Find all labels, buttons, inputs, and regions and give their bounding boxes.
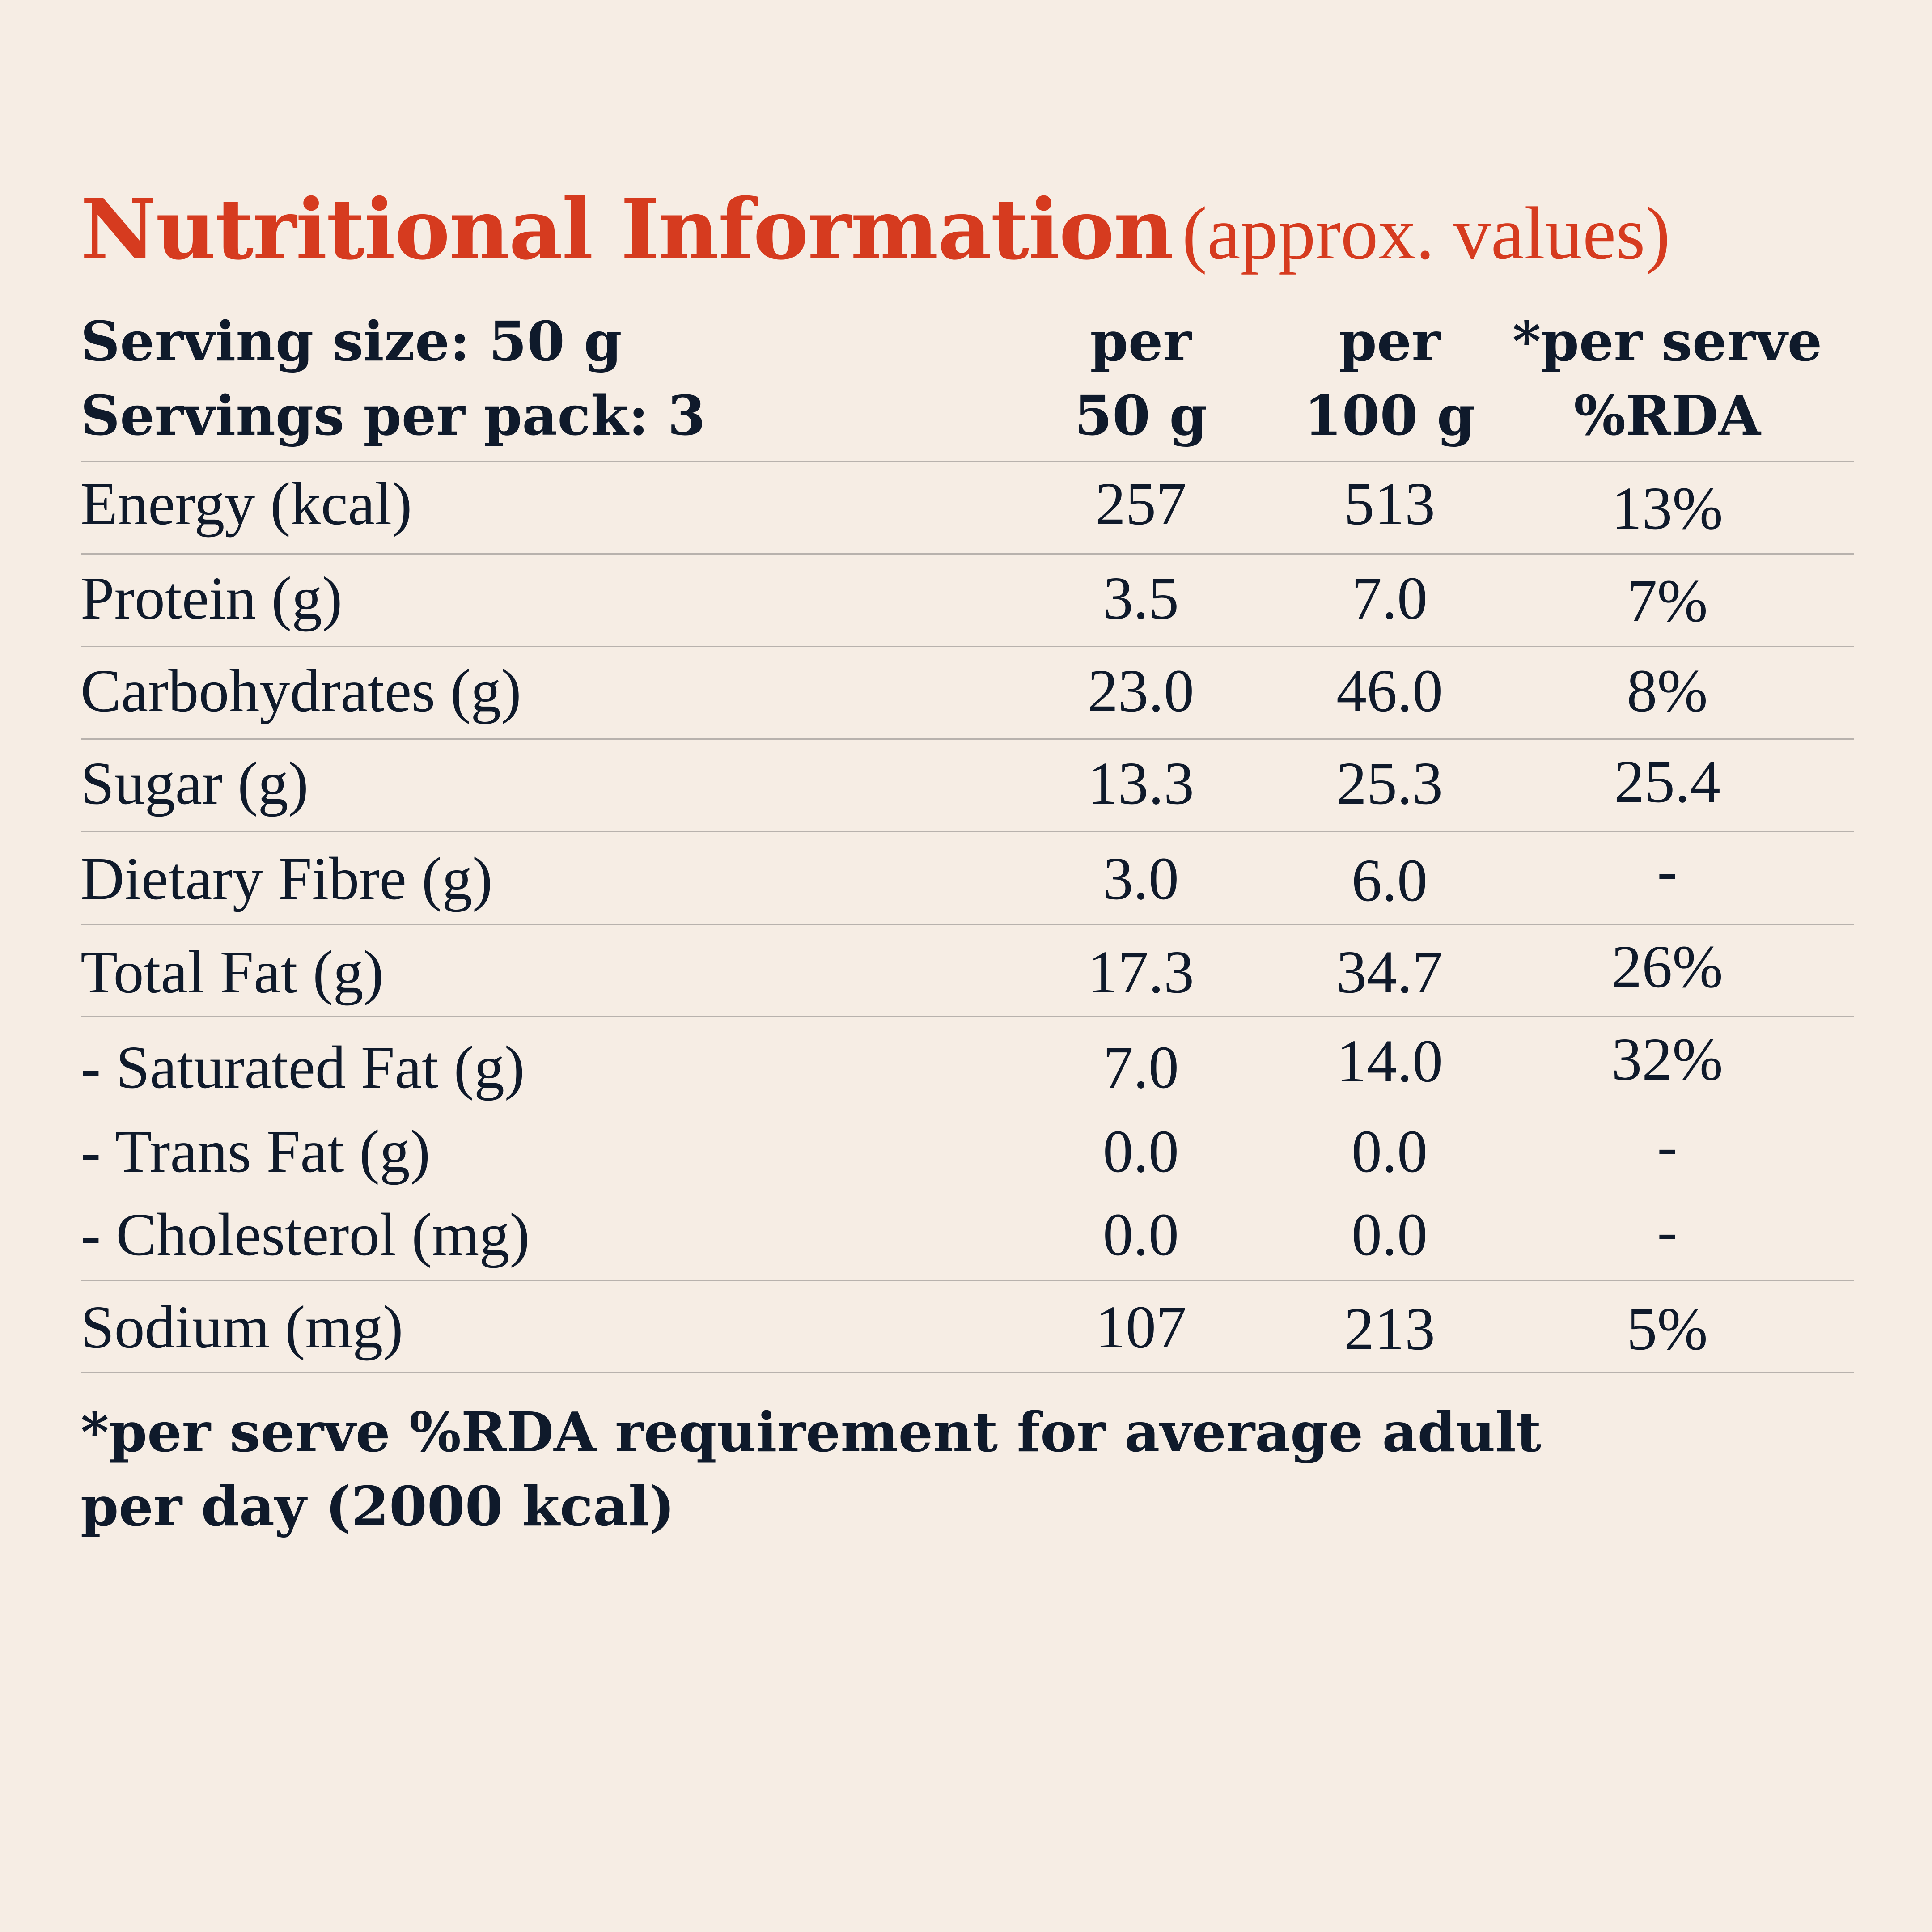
row-sodium: Sodium (mg) 107 213 5%: [80, 1281, 1854, 1373]
value-per-100g: 34.7: [1336, 939, 1443, 1006]
value-rda: 13%: [1611, 475, 1723, 542]
value-per-50g: 3.5: [1103, 565, 1179, 632]
value-per-50g: 7.0: [1103, 1034, 1179, 1101]
serving-info: Serving size: 50 g Servings per pack: 3: [80, 304, 706, 453]
title: Nutritional Information (approx. values): [80, 188, 1854, 291]
row-sugar: Sugar (g) 13.3 25.3 25.4: [80, 740, 1854, 832]
value-per-50g: 3.0: [1103, 845, 1179, 912]
title-main: Nutritional Information: [80, 180, 1174, 278]
nutrient-label: Protein (g): [80, 565, 343, 632]
servings-per-pack: Servings per pack: 3: [80, 383, 706, 448]
serving-size: Serving size: 50 g: [80, 309, 622, 373]
value-per-50g: 17.3: [1088, 939, 1194, 1006]
value-per-100g: 0.0: [1352, 1118, 1428, 1185]
value-per-100g: 0.0: [1352, 1201, 1428, 1268]
nutrient-label: Carbohydrates (g): [80, 657, 521, 724]
value-per-100g: 25.3: [1336, 750, 1443, 817]
value-rda: 26%: [1611, 933, 1723, 1000]
nutrient-label: Total Fat (g): [80, 939, 384, 1006]
value-rda: 25.4: [1614, 748, 1720, 815]
table-header: Serving size: 50 g Servings per pack: 3 …: [80, 291, 1854, 462]
value-rda: 32%: [1611, 1026, 1723, 1093]
nutrient-label-saturated-fat: - Saturated Fat (g): [80, 1034, 525, 1101]
nutrient-label-trans-fat: - Trans Fat (g): [80, 1118, 431, 1185]
row-energy: Energy (kcal) 257 513 13%: [80, 462, 1854, 555]
column-header-per-100g: per 100 g: [1304, 309, 1475, 448]
title-subtitle: (approx. values): [1182, 192, 1670, 275]
value-rda: 7%: [1627, 568, 1708, 635]
value-per-100g: 513: [1344, 470, 1435, 538]
nutrition-panel: Nutritional Information (approx. values) …: [80, 188, 1854, 1543]
value-rda: -: [1657, 1198, 1678, 1265]
column-header-per-50g: per 50 g: [1074, 309, 1208, 448]
value-per-100g: 7.0: [1352, 565, 1428, 632]
value-rda: 8%: [1627, 657, 1708, 724]
footnote: *per serve %RDA requirement for average …: [80, 1400, 1542, 1538]
nutrient-label: Energy (kcal): [80, 470, 412, 538]
row-group-fat-breakdown: - Saturated Fat (g) 7.0 14.0 32% - Trans…: [80, 1017, 1854, 1281]
nutrient-label: Sodium (mg): [80, 1294, 403, 1361]
value-per-100g: 6.0: [1352, 847, 1428, 914]
value-per-50g: 23.0: [1088, 657, 1194, 724]
value-rda: -: [1657, 1113, 1678, 1180]
value-rda: -: [1657, 837, 1678, 904]
value-per-100g: 14.0: [1336, 1028, 1443, 1095]
value-per-50g: 107: [1095, 1294, 1186, 1361]
value-per-100g: 213: [1344, 1296, 1435, 1363]
value-per-50g: 257: [1095, 470, 1186, 538]
column-header-rda: *per serve %RDA: [1512, 309, 1822, 448]
row-dietary-fibre: Dietary Fibre (g) 3.0 6.0 -: [80, 832, 1854, 925]
row-total-fat: Total Fat (g) 17.3 34.7 26%: [80, 925, 1854, 1017]
row-protein: Protein (g) 3.5 7.0 7%: [80, 555, 1854, 647]
nutrient-label: Sugar (g): [80, 750, 309, 817]
nutrient-label-cholesterol: - Cholesterol (mg): [80, 1201, 530, 1268]
value-per-50g: 0.0: [1103, 1201, 1179, 1268]
nutrient-label: Dietary Fibre (g): [80, 845, 493, 912]
value-rda: 5%: [1627, 1296, 1708, 1363]
value-per-50g: 0.0: [1103, 1118, 1179, 1185]
row-carbohydrates: Carbohydrates (g) 23.0 46.0 8%: [80, 647, 1854, 740]
value-per-100g: 46.0: [1336, 657, 1443, 724]
value-per-50g: 13.3: [1088, 750, 1194, 817]
